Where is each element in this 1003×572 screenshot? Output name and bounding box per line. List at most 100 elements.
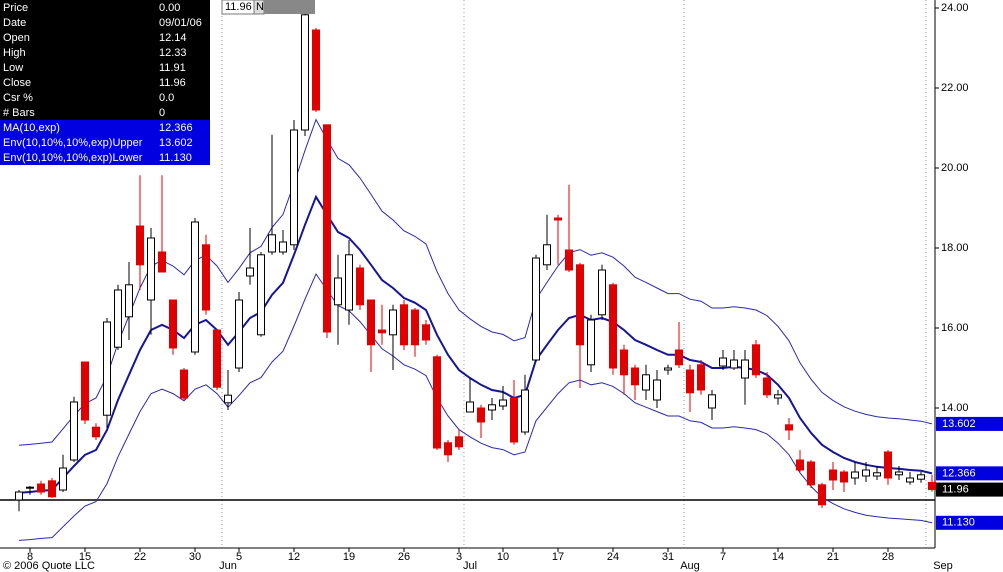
candle-body xyxy=(906,477,914,483)
candle-body xyxy=(455,436,463,448)
candle-body xyxy=(708,394,716,409)
candle-body xyxy=(213,329,221,388)
candle-body xyxy=(279,241,287,253)
price-tag xyxy=(936,416,1003,431)
legend-value: 13.602 xyxy=(159,137,193,149)
candle-body xyxy=(620,349,628,376)
candle-body xyxy=(851,471,859,479)
candle-body xyxy=(653,379,661,401)
candle-body xyxy=(466,401,474,413)
candle-body xyxy=(257,254,265,336)
candle-body xyxy=(202,244,210,311)
info-value: 09/01/06 xyxy=(159,17,202,29)
candle-body xyxy=(70,401,78,461)
legend-label: MA(10,exp) xyxy=(3,122,60,134)
info-row xyxy=(0,45,210,60)
month-label: Jul xyxy=(463,560,477,572)
y-tick-label: 18.00 xyxy=(941,242,969,254)
candle-body xyxy=(488,404,496,411)
candle-body xyxy=(730,359,738,369)
info-label: # Bars xyxy=(3,107,35,119)
candle-body xyxy=(499,399,507,407)
candle-body xyxy=(763,377,771,396)
info-value: 0.0 xyxy=(159,92,174,104)
candle-body xyxy=(389,309,397,336)
candle-body xyxy=(444,442,452,456)
candle-body xyxy=(334,277,342,306)
candle-body xyxy=(752,344,760,376)
candle-body xyxy=(928,481,936,491)
candle-body xyxy=(114,289,122,348)
candle-body xyxy=(675,349,683,366)
legend-value: 12.366 xyxy=(159,122,193,134)
candle-body xyxy=(609,284,617,369)
candle-body xyxy=(576,264,584,346)
y-tick-label: 14.00 xyxy=(941,402,969,414)
x-tick-label: 15 xyxy=(79,551,91,563)
y-tick-label: 24.00 xyxy=(941,2,969,14)
candle-body xyxy=(697,364,705,391)
candle-body xyxy=(169,299,177,349)
candle-body xyxy=(862,469,870,477)
candle-body xyxy=(741,359,749,379)
candle-body xyxy=(400,304,408,346)
info-label: High xyxy=(3,47,26,59)
candle-body xyxy=(686,369,694,394)
candle-body xyxy=(191,221,199,353)
x-tick-label: 22 xyxy=(134,551,146,563)
candle-body xyxy=(59,467,67,491)
x-tick-label: 12 xyxy=(288,551,300,563)
price-tag-label: 13.602 xyxy=(942,418,976,430)
info-label: Close xyxy=(3,77,31,89)
candle-body xyxy=(356,267,364,306)
month-label: Aug xyxy=(680,560,700,572)
info-row xyxy=(0,15,210,30)
candle-body xyxy=(125,284,133,318)
price-tag-label: 12.366 xyxy=(942,467,976,479)
candle-body xyxy=(147,237,155,301)
copyright: © 2006 Quote LLC xyxy=(3,560,95,572)
x-tick-label: 24 xyxy=(607,551,619,563)
info-value: 12.14 xyxy=(159,32,187,44)
x-tick-label: 7 xyxy=(720,551,726,563)
candle-body xyxy=(818,484,826,506)
info-value: 12.33 xyxy=(159,47,187,59)
x-tick-label: 17 xyxy=(552,551,564,563)
info-value: 11.91 xyxy=(159,62,186,74)
indicator-line xyxy=(18,118,933,446)
info-label: Low xyxy=(3,62,23,74)
candle-body xyxy=(873,472,881,477)
candle-body xyxy=(565,249,573,271)
info-label: Csr % xyxy=(3,92,33,104)
candle-body xyxy=(422,324,430,341)
candle-body xyxy=(477,407,485,423)
x-tick-label: 3 xyxy=(456,551,462,563)
cursor-flag: N xyxy=(256,1,264,13)
x-tick-label: 19 xyxy=(343,551,355,563)
candle-body xyxy=(246,267,254,277)
candle-body xyxy=(136,225,144,266)
candle-body xyxy=(642,374,650,391)
candle-body xyxy=(917,474,925,480)
candle-body xyxy=(895,471,903,476)
x-tick-label: 31 xyxy=(662,551,674,563)
cursor-bar xyxy=(264,0,315,14)
candle-body xyxy=(554,217,562,221)
y-tick-label: 22.00 xyxy=(941,82,969,94)
info-row xyxy=(0,90,210,105)
cursor-value: 11.96 xyxy=(225,1,252,13)
legend-value: 11.130 xyxy=(159,152,192,164)
info-row xyxy=(0,105,210,120)
candle-body xyxy=(719,357,727,367)
candle-body xyxy=(92,426,100,438)
candle-body xyxy=(378,329,386,334)
candle-body xyxy=(323,124,331,333)
candle-body xyxy=(235,299,243,369)
candle-body xyxy=(301,14,309,131)
candle-body xyxy=(884,451,892,479)
candle-body xyxy=(774,394,782,399)
candle-body xyxy=(411,309,419,346)
x-tick-label: 14 xyxy=(772,551,784,563)
info-row xyxy=(0,30,210,45)
